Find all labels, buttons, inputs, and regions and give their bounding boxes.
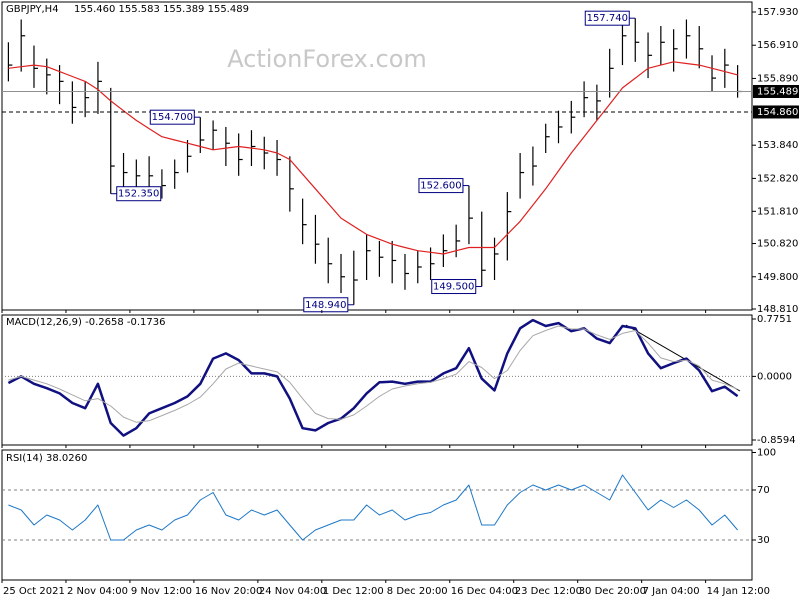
annotation-label: 149.500 xyxy=(433,282,474,293)
y-tick-label: 149.800 xyxy=(757,272,798,283)
price-panel xyxy=(1,1,753,311)
annotation-box xyxy=(116,186,162,202)
watermark: ActionForex.com xyxy=(227,45,427,73)
x-tick-label: 9 Nov 12:00 xyxy=(131,586,192,597)
annotation-box xyxy=(584,10,630,26)
y-tick-label: 0.0000 xyxy=(757,371,792,382)
annotation-label: 157.740 xyxy=(587,13,628,24)
y-tick-label: 148.810 xyxy=(757,304,798,315)
y-tick-label: 100 xyxy=(757,448,776,459)
x-tick-label: 1 Dec 12:00 xyxy=(323,586,384,597)
x-tick-label: 23 Dec 12:00 xyxy=(515,586,582,597)
x-tick-label: 24 Nov 04:00 xyxy=(259,586,326,597)
series-line xyxy=(8,61,738,255)
level-label: 155.489 xyxy=(757,86,798,97)
annotation-box xyxy=(303,297,349,313)
y-tick-label: 70 xyxy=(757,485,770,496)
x-tick-label: 16 Dec 04:00 xyxy=(451,586,518,597)
y-tick-label: 30 xyxy=(757,535,770,546)
y-tick-label: 151.810 xyxy=(757,206,798,217)
chart-title: GBPJPY,H4 xyxy=(6,4,59,15)
series-line xyxy=(8,474,738,541)
y-tick-label: 153.840 xyxy=(757,140,798,151)
x-tick-label: 25 Oct 2021 xyxy=(3,586,65,597)
y-tick-label: 152.820 xyxy=(757,173,798,184)
y-tick-label: 157.930 xyxy=(757,7,798,18)
x-tick-label: 30 Dec 20:00 xyxy=(579,586,646,597)
x-tick-label: 8 Dec 20:00 xyxy=(387,586,448,597)
level-label-box xyxy=(753,105,799,119)
x-tick-label: 7 Jan 04:00 xyxy=(643,586,700,597)
x-tick-label: 16 Nov 20:00 xyxy=(195,586,262,597)
trend-line xyxy=(625,324,741,392)
macd-title: MACD(12,26,9) -0.2658 -0.1736 xyxy=(6,317,166,328)
y-tick-label: 150.820 xyxy=(757,239,798,250)
macd-panel xyxy=(1,314,753,446)
rsi-title: RSI(14) 38.0260 xyxy=(6,453,87,464)
annotation-label: 148.940 xyxy=(305,300,346,311)
level-label: 154.860 xyxy=(757,107,798,118)
y-tick-label: 155.890 xyxy=(757,73,798,84)
series-line xyxy=(8,325,738,423)
quote: 155.460 155.583 155.389 155.489 xyxy=(74,4,249,15)
annotation-label: 154.700 xyxy=(152,112,193,123)
annotation-label: 152.600 xyxy=(420,181,461,192)
y-tick-label: 0.7751 xyxy=(757,314,792,325)
series-line xyxy=(7,318,739,437)
annotation-box xyxy=(431,279,477,295)
y-tick-label: 156.910 xyxy=(757,40,798,51)
x-tick-label: 14 Jan 12:00 xyxy=(707,586,770,597)
x-tick-label: 2 Nov 04:00 xyxy=(67,586,128,597)
level-label-box xyxy=(753,84,799,98)
annotation-label: 152.350 xyxy=(118,189,159,200)
annotation-box xyxy=(418,178,464,194)
rsi-panel xyxy=(1,449,753,581)
annotation-box xyxy=(149,109,195,125)
y-tick-label: -0.8594 xyxy=(757,435,796,446)
